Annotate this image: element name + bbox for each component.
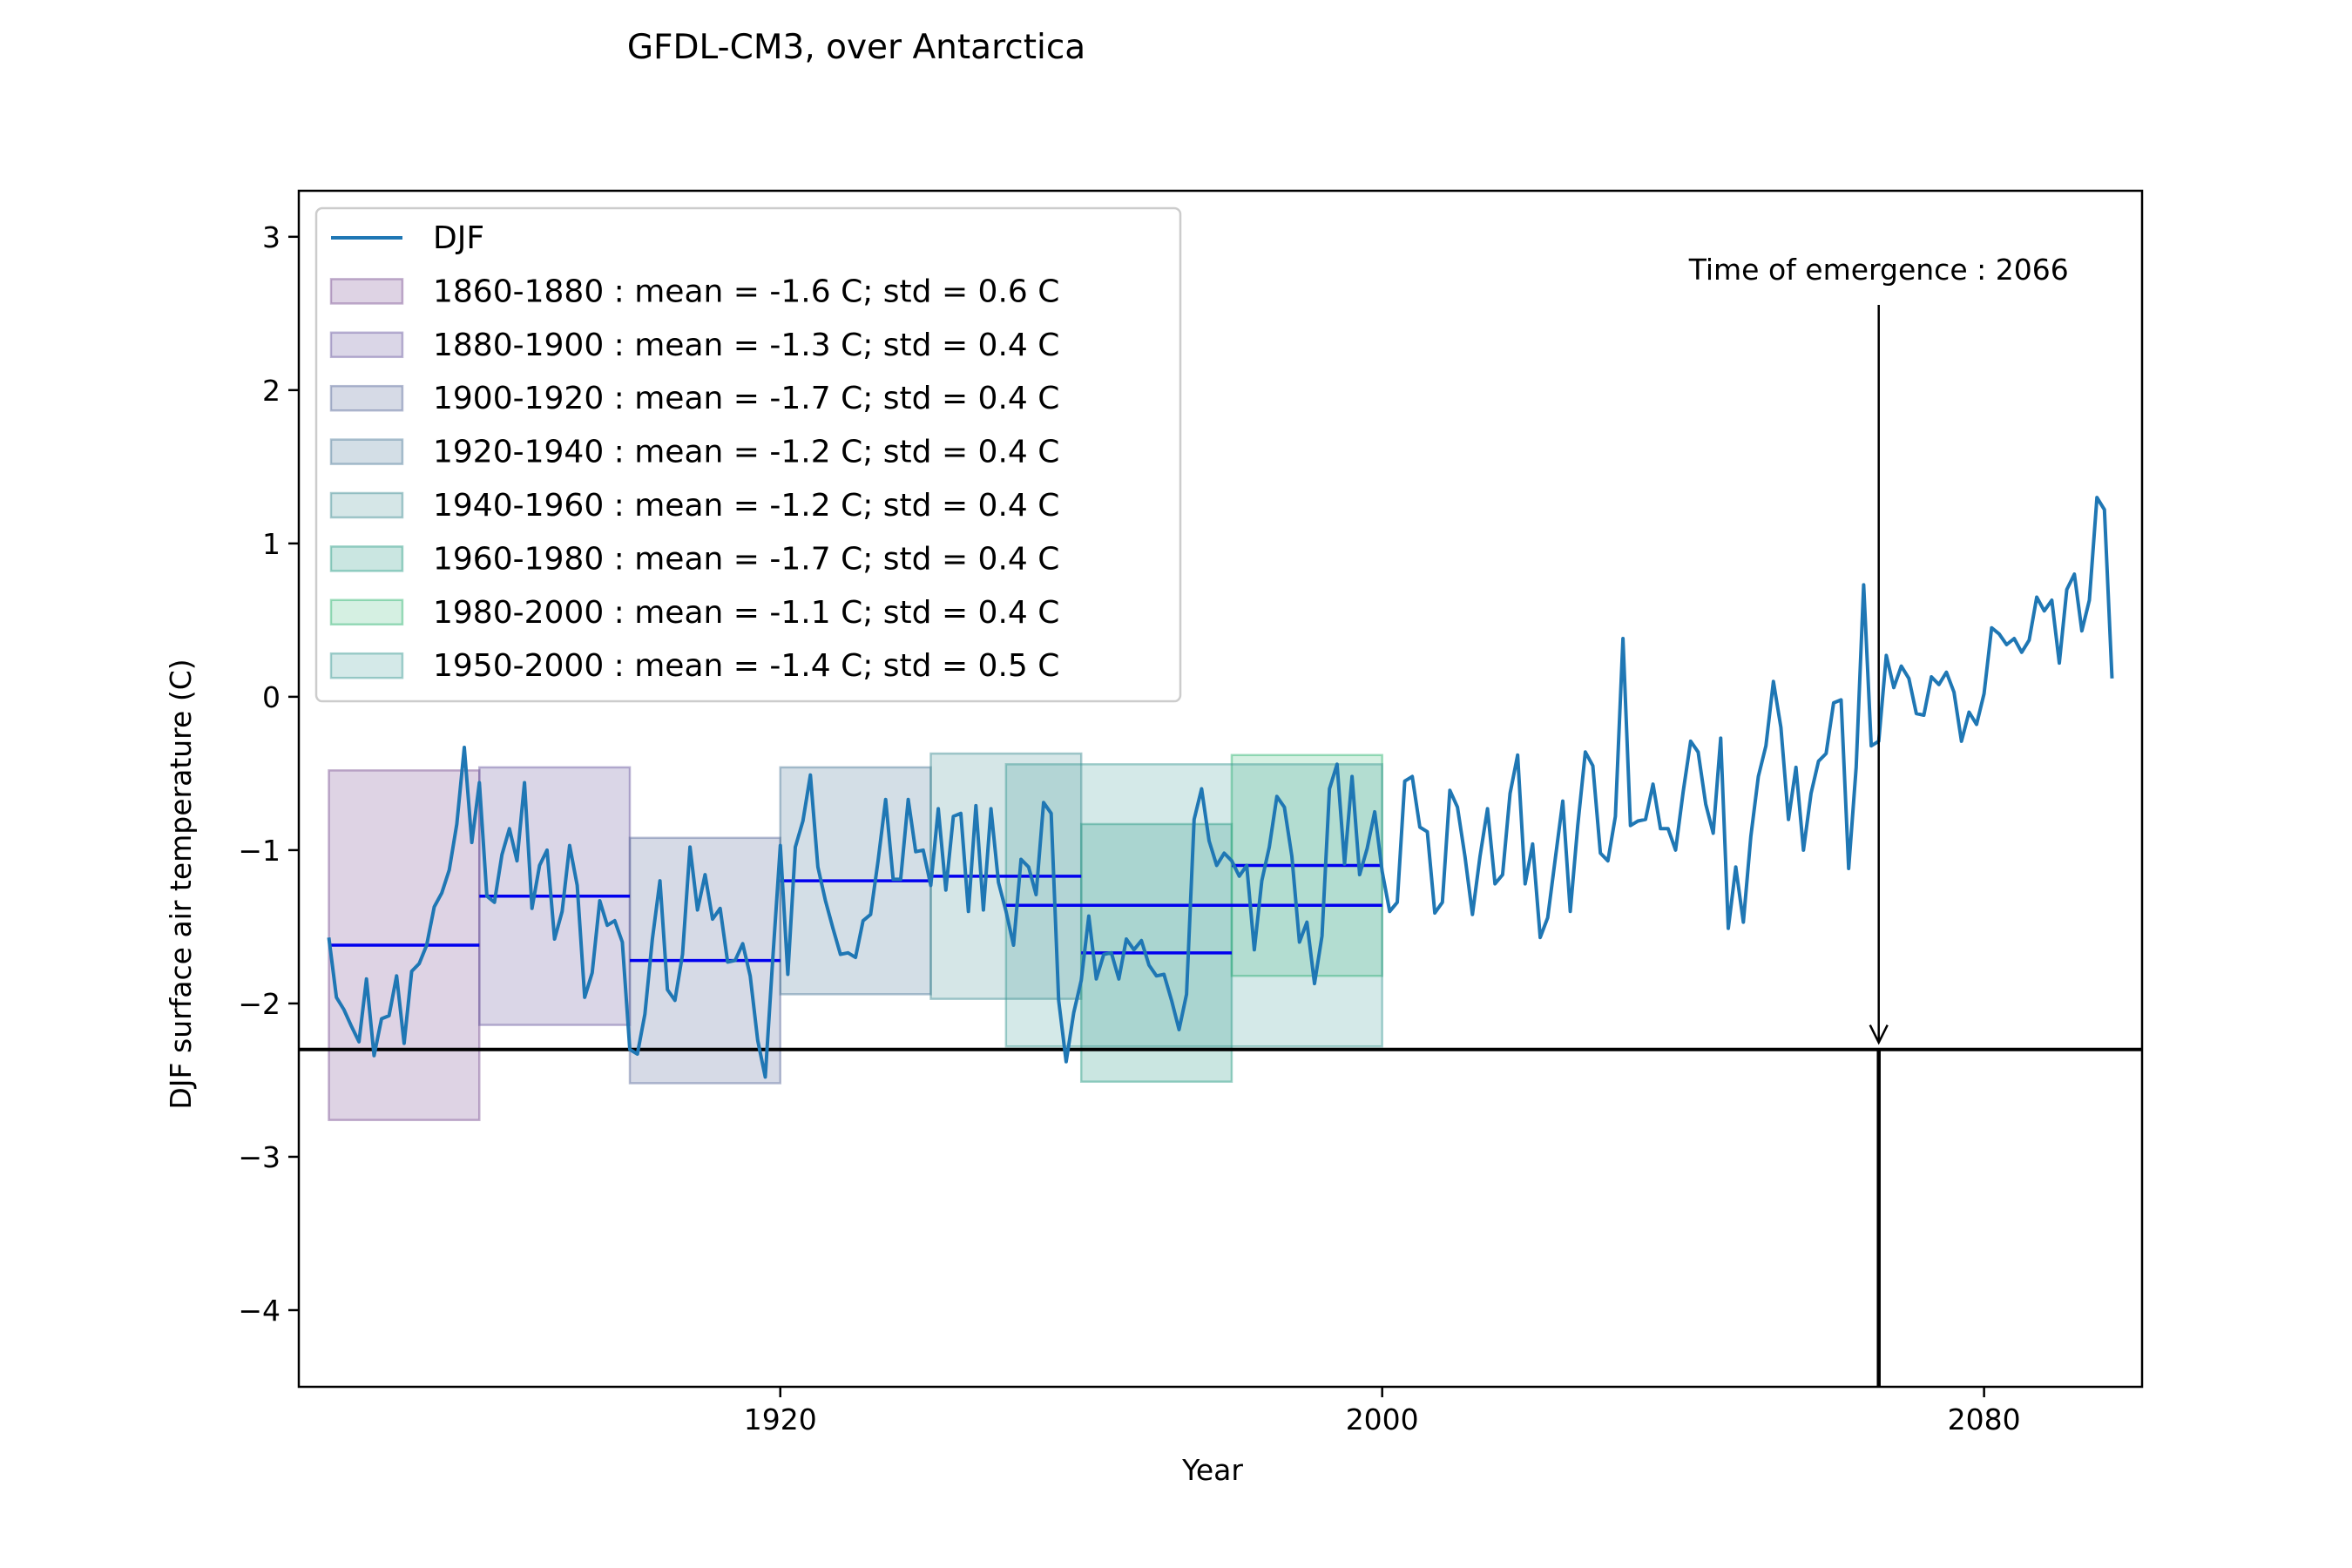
emergence-arrow-head bbox=[1869, 1024, 1889, 1045]
x-tick-label: 2000 bbox=[1346, 1402, 1419, 1436]
legend-label: 1980-2000 : mean = -1.1 C; std = 0.4 C bbox=[433, 595, 1059, 631]
legend-label: 1950-2000 : mean = -1.4 C; std = 0.5 C bbox=[433, 648, 1059, 684]
legend-label: 1900-1920 : mean = -1.7 C; std = 0.4 C bbox=[433, 381, 1059, 416]
y-tick-label: 0 bbox=[262, 680, 280, 714]
legend-swatch-7 bbox=[329, 652, 404, 679]
legend-swatch-3 bbox=[329, 438, 404, 465]
emergence-annotation: Time of emergence : 2066 bbox=[1688, 253, 2069, 287]
y-tick-label: 1 bbox=[262, 527, 280, 561]
legend-swatch-4 bbox=[329, 491, 404, 519]
axes-frame bbox=[297, 189, 2144, 1389]
legend-label: 1960-1980 : mean = -1.7 C; std = 0.4 C bbox=[433, 541, 1059, 577]
legend-swatch-1 bbox=[329, 331, 404, 359]
x-tick-label: 1920 bbox=[744, 1402, 817, 1436]
y-tick-label: −4 bbox=[238, 1294, 280, 1328]
legend-label: DJF bbox=[433, 220, 484, 256]
y-axis-label: DJF surface air temperature (C) bbox=[164, 659, 198, 1109]
legend-label: 1920-1940 : mean = -1.2 C; std = 0.4 C bbox=[433, 435, 1059, 470]
y-tick-label: 2 bbox=[262, 374, 280, 408]
x-tick-label: 2080 bbox=[1948, 1402, 2021, 1436]
legend-swatch-6 bbox=[329, 598, 404, 626]
legend-swatch-5 bbox=[329, 545, 404, 572]
x-axis-label: Year bbox=[1181, 1453, 1243, 1487]
legend-swatch-0 bbox=[329, 278, 404, 305]
y-tick-label: −1 bbox=[238, 834, 280, 868]
legend-label: 1940-1960 : mean = -1.2 C; std = 0.4 C bbox=[433, 488, 1059, 524]
series-line-0 bbox=[327, 496, 2114, 1079]
legend: DJF 1860-1880 : mean = -1.6 C; std = 0.6 … bbox=[314, 206, 1182, 703]
y-tick-label: 3 bbox=[262, 220, 280, 254]
plot-area: Time of emergence : 2066 1920 2000 2080 −4 −3… bbox=[238, 189, 2144, 1436]
legend-label: 1880-1900 : mean = -1.3 C; std = 0.4 C bbox=[433, 328, 1059, 363]
legend-frame bbox=[314, 206, 1182, 703]
legend-swatch-2 bbox=[329, 384, 404, 412]
chart-title: GFDL-CM3, over Antarctica bbox=[627, 28, 1085, 67]
y-tick-label: −2 bbox=[238, 987, 280, 1021]
y-tick-label: −3 bbox=[238, 1140, 280, 1174]
legend-label: 1860-1880 : mean = -1.6 C; std = 0.6 C bbox=[433, 274, 1059, 309]
